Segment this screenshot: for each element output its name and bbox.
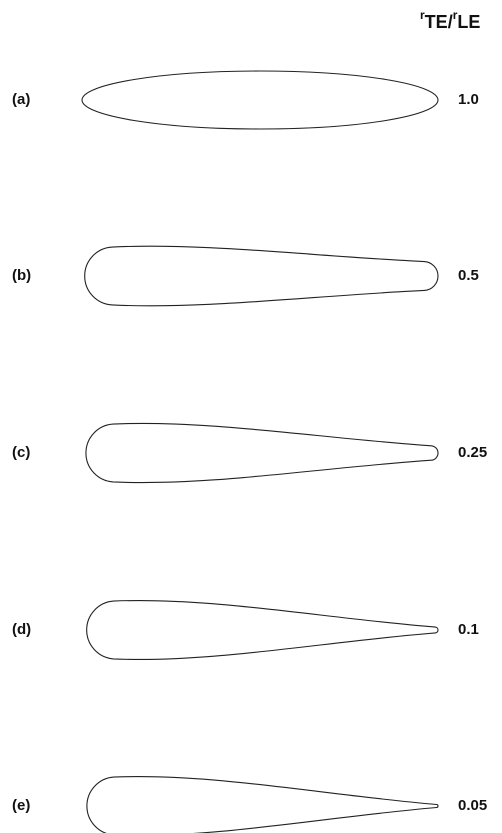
profile-ratio-value: 0.05 [458, 797, 488, 814]
profile-label: (d) [12, 621, 32, 638]
header-te-subscript: TE [424, 12, 448, 32]
ratio-column-header: rTE/rLE [420, 8, 481, 33]
profile-ratio-value: 1.0 [458, 91, 479, 108]
profile-label: (b) [12, 267, 32, 284]
airfoil-profile-e [86, 776, 439, 833]
airfoil-profile-b [84, 245, 439, 307]
header-le-subscript: LE [457, 12, 481, 32]
airfoil-profile-c [85, 422, 439, 484]
header-r-le: r [452, 8, 458, 22]
profile-ratio-value: 0.25 [458, 444, 488, 461]
airfoil-profile-a [81, 70, 439, 130]
header-r-te: r [420, 8, 425, 22]
profile-label: (a) [12, 91, 31, 108]
profile-ratio-value: 0.5 [458, 267, 479, 284]
profile-ratio-value: 0.1 [458, 621, 479, 638]
airfoil-profile-d [86, 599, 439, 661]
profile-label: (e) [12, 797, 31, 814]
header-slash: / [447, 12, 453, 32]
profile-label: (c) [12, 444, 31, 461]
